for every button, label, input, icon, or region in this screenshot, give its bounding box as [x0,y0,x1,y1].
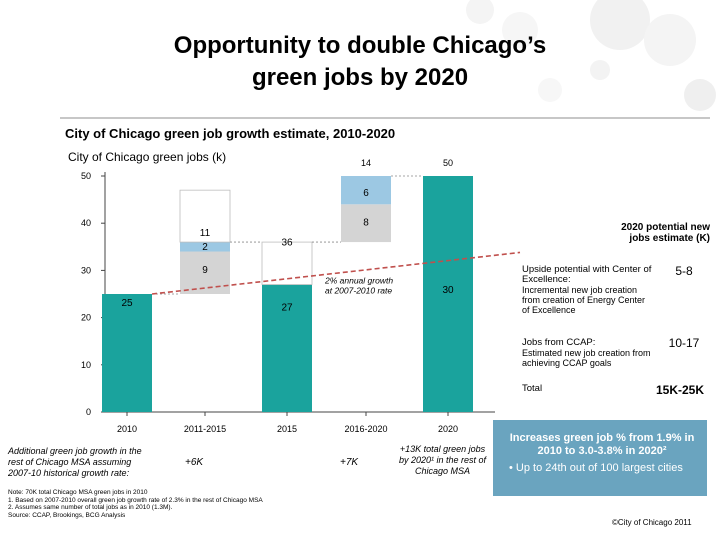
annotation-col5: +13K total green jobs by 2020¹ in the re… [398,444,487,476]
panel-row-coe: Upside potential with Center of Excellen… [522,264,652,316]
bar-segment [341,204,391,243]
trend-line [151,251,521,295]
data-label: 6 [363,188,369,199]
data-label: 36 [281,237,293,248]
x-tick-label: 2011-2015 [184,424,226,434]
copyright: ©City of Chicago 2011 [612,518,692,527]
panel-row-ccap: Jobs from CCAP: Estimated new job creati… [522,337,652,369]
y-tick-label: 30 [81,265,91,275]
footnote-2: 1. Based on 2007-2010 overall green job … [8,496,263,504]
y-axis-label: City of Chicago green jobs (k) [68,150,227,164]
y-tick-label: 20 [81,313,91,323]
panel-header: 2020 potential new jobs estimate (K) [621,222,710,244]
data-label: 8 [363,218,369,229]
bar-segment [180,242,230,252]
top-label: 50 [443,158,453,168]
trend-label: 2% annual growth at 2007-2010 rate [324,276,393,296]
top-label: 14 [361,158,371,168]
footnote-1: Note: 70K total Chicago MSA green jobs i… [8,489,148,496]
x-tick-label: 2016-2020 [344,424,387,434]
chart-subtitle: City of Chicago green job growth estimat… [65,126,396,141]
x-tick-label: 2010 [117,424,137,434]
decorative-circles [466,0,716,111]
data-label: 25 [121,298,133,309]
panel-row-coe-value: 5-8 [675,264,693,278]
data-label: 11 [200,228,211,239]
bar-segment [341,176,391,205]
y-tick-label: 10 [81,360,91,370]
y-tick-label: 50 [81,171,91,181]
panel-row-total-value: 15K-25K [655,383,705,397]
slide-title-line1: Opportunity to double Chicago’s [173,32,547,59]
panel-row-coe-desc: Incremental new job creation from creati… [522,285,646,315]
callout-box: Increases green job % from 1.9% in 2010 … [493,420,707,496]
annotation-left: Additional green job growth in the rest … [8,446,142,478]
y-tick-label: 0 [86,407,91,417]
divider [60,117,710,119]
data-label: 2 [202,242,208,253]
callout-bullet: • Up to 24th out of 100 largest cities [509,462,683,474]
slide-title-line2: green jobs by 2020 [251,64,469,91]
footnote-4: Source: CCAP, Brookings, BCG Analysis [8,511,126,519]
footnote-3: 2. Assumes same number of total jobs as … [8,504,173,511]
bar-segment [262,284,312,412]
slide-title: Opportunity to double Chicago’s green jo… [100,30,620,94]
data-label: 27 [281,303,293,314]
bar-segment [179,189,231,243]
data-label: 30 [442,285,454,296]
bar-segment [180,251,230,294]
x-tick-label: 2015 [277,424,297,434]
data-label: 9 [202,265,208,276]
panel-row-total-label: Total [522,383,543,394]
bar-segment [261,241,313,285]
panel-row-ccap-label: Jobs from CCAP: [522,337,596,348]
annotation-col2: +6K [185,457,204,468]
panel-row-ccap-value: 10-17 [668,336,700,350]
footnotes: Note: 70K total Chicago MSA green jobs i… [8,489,368,519]
x-tick-label: 2020 [438,424,458,434]
panel-row-coe-label: Upside potential with Center of Excellen… [522,264,652,285]
y-tick-label: 40 [81,218,91,228]
panel-row-ccap-desc: Estimated new job creation from achievin… [522,348,651,368]
bar-segment [102,294,152,412]
callout-head: Increases green job % from 1.9% in 2010 … [509,432,695,457]
bar-segment [423,176,473,412]
annotation-col4: +7K [340,457,359,468]
